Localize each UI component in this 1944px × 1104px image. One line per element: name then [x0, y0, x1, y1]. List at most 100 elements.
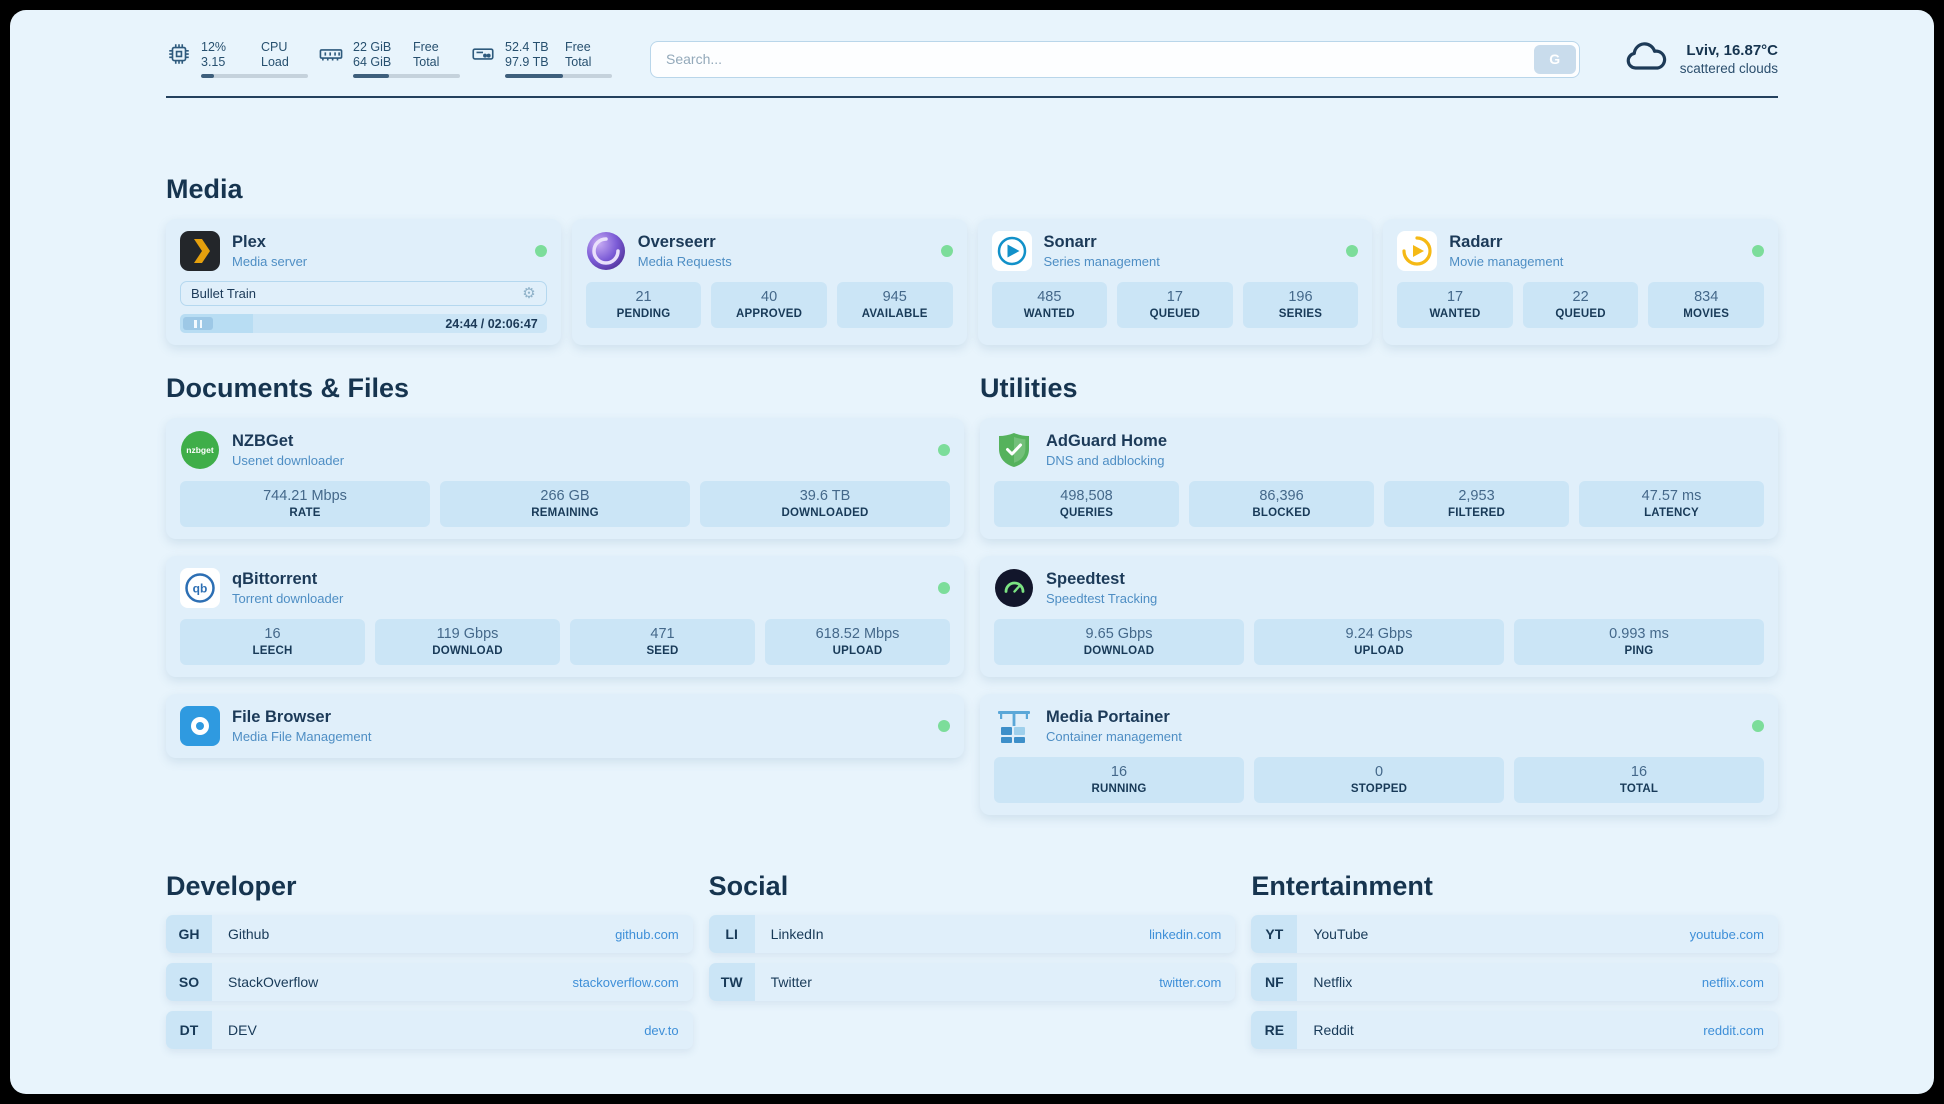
stat-queued: 17 QUEUED — [1117, 282, 1233, 328]
memory-icon — [318, 41, 344, 67]
link-netflix[interactable]: NF Netflix netflix.com — [1251, 963, 1778, 1001]
stat-queries: 498,508 QUERIES — [994, 481, 1179, 527]
service-subtitle: Media server — [232, 254, 308, 269]
link-youtube[interactable]: YT YouTube youtube.com — [1251, 915, 1778, 953]
disk-total-value: 97.9 TB — [505, 55, 549, 69]
link-dev-to[interactable]: DT DEV dev.to — [166, 1011, 693, 1049]
two-column-sections: Documents & Files nzbget NZBGet Usenet d… — [166, 373, 1778, 815]
bookmark-groups: Developer GH Github github.com SO StackO… — [166, 871, 1778, 1049]
cpu-monitor: 12% CPU 3.15 Load — [166, 40, 308, 78]
service-subtitle: Media File Management — [232, 729, 372, 744]
sonarr-icon — [991, 231, 1032, 271]
link-twitter[interactable]: TW Twitter twitter.com — [708, 963, 1236, 1001]
service-subtitle: Series management — [1043, 254, 1160, 269]
service-name: Speedtest — [1046, 570, 1125, 588]
weather-widget: Lviv, 16.87°C scattered clouds — [1624, 41, 1778, 78]
service-name: Overseerr — [637, 233, 716, 251]
plex-icon — [180, 231, 220, 271]
overseerr-icon — [586, 231, 626, 271]
service-card-filebrowser[interactable]: File Browser Media File Management — [166, 694, 964, 758]
status-dot — [1752, 245, 1764, 257]
status-dot — [534, 245, 547, 257]
service-subtitle: Speedtest Tracking — [1046, 591, 1158, 606]
service-card-sonarr[interactable]: Sonarr Series management 485 WANTED 17 Q… — [977, 219, 1373, 345]
service-card-portainer[interactable]: Media Portainer Container management 16 … — [980, 694, 1778, 815]
cpu-usage-label: CPU — [261, 40, 288, 54]
section-title-social: Social — [708, 871, 789, 901]
ram-progress-bar — [353, 74, 460, 78]
stat-download: 9.65 Gbps DOWNLOAD — [994, 619, 1244, 665]
cloud-icon — [1624, 41, 1668, 78]
link-abbr-badge: RE — [1251, 1011, 1298, 1049]
stat-stopped: 0 STOPPED — [1254, 757, 1504, 803]
service-card-nzbget[interactable]: nzbget NZBGet Usenet downloader 744.21 M… — [166, 418, 964, 539]
stat-filtered: 2,953 FILTERED — [1384, 481, 1569, 527]
service-subtitle: Movie management — [1449, 254, 1564, 269]
playback-time: 24:44 / 02:06:47 — [445, 316, 538, 331]
search-bar: G — [650, 40, 1580, 78]
nzbget-icon: nzbget — [180, 430, 220, 470]
service-name: Media Portainer — [1046, 708, 1170, 726]
stat-ping: 0.993 ms PING — [1514, 619, 1764, 665]
service-card-adguard[interactable]: AdGuard Home DNS and adblocking 498,508 … — [980, 418, 1778, 539]
service-card-radarr[interactable]: Radarr Movie management 17 WANTED 22 QUE… — [1383, 219, 1778, 345]
stat-pending: 21 PENDING — [585, 282, 702, 328]
link-reddit[interactable]: RE Reddit reddit.com — [1251, 1011, 1778, 1049]
documents-column: Documents & Files nzbget NZBGet Usenet d… — [166, 373, 964, 758]
stat-approved: 40 APPROVED — [711, 282, 827, 328]
stat-leech: 16 LEECH — [180, 619, 365, 665]
qbittorrent-icon: qb — [180, 568, 220, 608]
section-title-media: Media — [166, 174, 243, 204]
overseerr-stats: 21 PENDING 40 APPROVED 945 AVAILABLE — [585, 282, 953, 328]
developer-link-group: Developer GH Github github.com SO StackO… — [166, 871, 693, 1049]
link-linkedin[interactable]: LI LinkedIn linkedin.com — [708, 915, 1236, 953]
radarr-stats: 17 WANTED 22 QUEUED 834 MOVIES — [1397, 282, 1764, 328]
weather-condition: scattered clouds — [1679, 61, 1778, 76]
cpu-load-label: Load — [261, 55, 289, 69]
search-input[interactable] — [654, 51, 1534, 67]
link-abbr-badge: TW — [708, 963, 755, 1001]
ram-free-value: 22 GiB — [353, 40, 392, 54]
weather-location: Lviv, 16.87°C — [1686, 42, 1778, 59]
gear-icon[interactable]: ⚙ — [522, 285, 536, 302]
service-card-qbittorrent[interactable]: qb qBittorrent Torrent downloader 16 LEE… — [166, 556, 964, 677]
stat-upload: 9.24 Gbps UPLOAD — [1254, 619, 1504, 665]
service-name: Sonarr — [1043, 233, 1097, 251]
service-card-plex[interactable]: Plex Media server Bullet Train ⚙ 24:44 /… — [166, 219, 561, 345]
status-dot — [938, 582, 950, 594]
portainer-icon — [994, 706, 1034, 746]
pause-button[interactable] — [183, 317, 213, 330]
cpu-chip-icon — [166, 41, 192, 67]
svg-text:nzbget: nzbget — [186, 445, 214, 455]
status-dot — [1346, 245, 1359, 257]
link-abbr-badge: YT — [1251, 915, 1298, 953]
service-card-speedtest[interactable]: Speedtest Speedtest Tracking 9.65 Gbps D… — [980, 556, 1778, 677]
status-dot — [940, 245, 953, 257]
ram-progress-fill — [353, 74, 390, 78]
radarr-icon — [1397, 231, 1438, 271]
link-github[interactable]: GH Github github.com — [166, 915, 693, 953]
link-abbr-badge: LI — [708, 915, 755, 953]
dashboard-content: 12% CPU 3.15 Load — [10, 10, 1934, 1049]
disk-free-value: 52.4 TB — [505, 40, 549, 54]
stat-wanted: 17 WANTED — [1397, 282, 1513, 328]
stat-queued: 22 QUEUED — [1522, 282, 1639, 328]
section-title-entertainment: Entertainment — [1251, 871, 1433, 901]
service-name: qBittorrent — [232, 570, 318, 588]
service-name: File Browser — [232, 708, 332, 726]
status-dot — [938, 720, 950, 732]
service-card-overseerr[interactable]: Overseerr Media Requests 21 PENDING 40 A… — [571, 219, 967, 345]
social-link-group: Social LI LinkedIn linkedin.com TW Twitt… — [708, 871, 1236, 1001]
speedtest-stats: 9.65 Gbps DOWNLOAD 9.24 Gbps UPLOAD 0.99… — [994, 619, 1764, 665]
adguard-stats: 498,508 QUERIES 86,396 BLOCKED 2,953 FIL… — [994, 481, 1764, 527]
stat-running: 16 RUNNING — [994, 757, 1244, 803]
service-subtitle: Usenet downloader — [232, 453, 345, 468]
link-stackoverflow[interactable]: SO StackOverflow stackoverflow.com — [166, 963, 693, 1001]
search-provider-button[interactable]: G — [1533, 44, 1576, 74]
filebrowser-icon — [180, 706, 220, 746]
system-monitors: 12% CPU 3.15 Load — [166, 40, 612, 78]
section-title-documents: Documents & Files — [166, 373, 410, 403]
utilities-column: Utilities AdGuard Home — [980, 373, 1778, 815]
nzbget-stats: 744.21 Mbps RATE 266 GB REMAINING 39.6 T… — [180, 481, 950, 527]
stat-blocked: 86,396 BLOCKED — [1189, 481, 1374, 527]
